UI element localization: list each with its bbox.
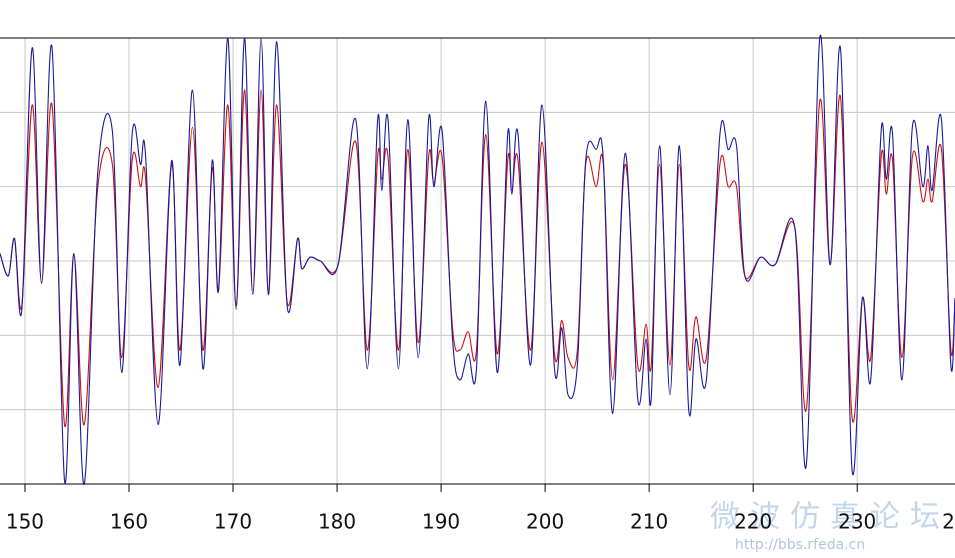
x-tick-label: 170 — [214, 510, 252, 534]
x-tick-label: 150 — [6, 510, 44, 534]
watermark-url: http://bbs.rfeda.cn — [735, 537, 865, 553]
series-line — [0, 34, 955, 485]
x-tick-label: 190 — [422, 510, 460, 534]
x-tick-label: 220 — [734, 510, 772, 534]
x-tick-label: 160 — [110, 510, 148, 534]
x-tick-label: 200 — [526, 510, 564, 534]
watermark: 微波仿真论坛 — [710, 500, 950, 535]
x-tick-label: 240 — [942, 510, 955, 534]
x-tick-label: 180 — [318, 510, 356, 534]
x-tick-label: 230 — [838, 510, 876, 534]
x-tick-label: 210 — [630, 510, 668, 534]
